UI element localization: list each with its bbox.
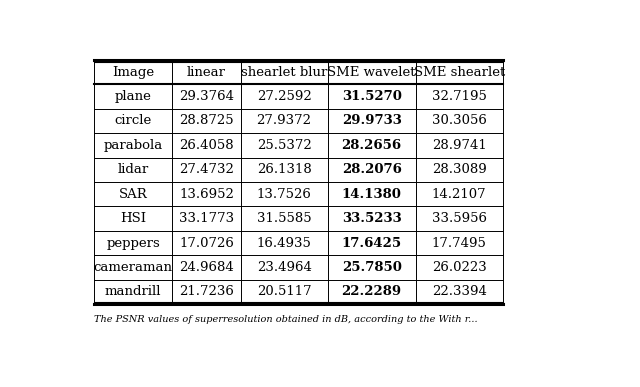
Text: 24.9684: 24.9684 [179,261,234,274]
Text: The PSNR values of superresolution obtained in dB, according to the With r...: The PSNR values of superresolution obtai… [94,315,477,324]
Text: linear: linear [187,65,226,79]
Text: 17.0726: 17.0726 [179,236,234,250]
Text: 28.9741: 28.9741 [432,139,486,152]
Text: 27.9372: 27.9372 [257,115,312,127]
Text: peppers: peppers [106,236,160,250]
Text: Image: Image [112,65,154,79]
Text: 30.3056: 30.3056 [432,115,486,127]
Text: 26.0223: 26.0223 [432,261,486,274]
Text: 16.4935: 16.4935 [257,236,312,250]
Text: cameraman: cameraman [93,261,173,274]
Text: 33.5956: 33.5956 [432,212,486,225]
Text: circle: circle [115,115,152,127]
Text: 17.7495: 17.7495 [432,236,486,250]
Text: 29.9733: 29.9733 [342,115,401,127]
Text: 31.5270: 31.5270 [342,90,401,103]
Text: 25.5372: 25.5372 [257,139,312,152]
Text: 20.5117: 20.5117 [257,286,312,298]
Text: 14.1380: 14.1380 [342,188,401,201]
Text: SME wavelet: SME wavelet [328,65,416,79]
Text: 23.4964: 23.4964 [257,261,312,274]
Text: 22.2289: 22.2289 [342,286,402,298]
Text: HSI: HSI [120,212,146,225]
Text: 21.7236: 21.7236 [179,286,234,298]
Text: shearlet blur: shearlet blur [241,65,327,79]
Text: parabola: parabola [104,139,163,152]
Text: 26.1318: 26.1318 [257,163,312,176]
Text: 28.2076: 28.2076 [342,163,401,176]
Text: 28.2656: 28.2656 [342,139,402,152]
Text: 26.4058: 26.4058 [179,139,234,152]
Text: 27.2592: 27.2592 [257,90,312,103]
Text: 13.7526: 13.7526 [257,188,312,201]
Text: 28.8725: 28.8725 [179,115,234,127]
Text: SAR: SAR [118,188,147,201]
Text: 25.7850: 25.7850 [342,261,401,274]
Text: plane: plane [115,90,152,103]
Text: 31.5585: 31.5585 [257,212,312,225]
Text: mandrill: mandrill [105,286,161,298]
Text: 33.1773: 33.1773 [179,212,234,225]
Text: 17.6425: 17.6425 [342,236,402,250]
Text: 32.7195: 32.7195 [432,90,486,103]
Text: lidar: lidar [118,163,148,176]
Text: 29.3764: 29.3764 [179,90,234,103]
Text: 22.3394: 22.3394 [432,286,486,298]
Text: 28.3089: 28.3089 [432,163,486,176]
Text: 33.5233: 33.5233 [342,212,401,225]
Text: SME shearlet: SME shearlet [413,65,505,79]
Text: 14.2107: 14.2107 [432,188,486,201]
Text: 13.6952: 13.6952 [179,188,234,201]
Text: 27.4732: 27.4732 [179,163,234,176]
